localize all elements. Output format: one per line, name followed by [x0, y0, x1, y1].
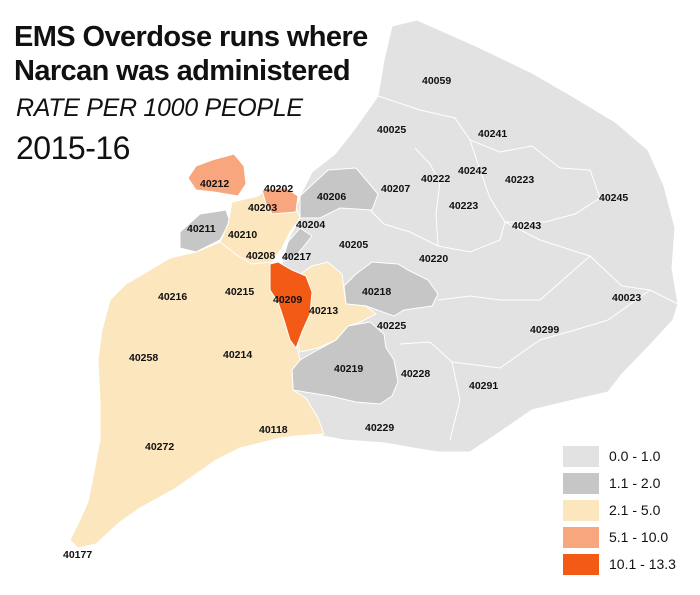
boundary-line	[377, 95, 533, 153]
zip-label-40218: 40218	[362, 286, 391, 298]
zip-label-40212: 40212	[200, 178, 229, 190]
zip-label-40225: 40225	[377, 320, 406, 332]
boundary-line	[414, 147, 441, 247]
zip-label-40228: 40228	[401, 368, 430, 380]
zip-label-40177: 40177	[63, 549, 92, 561]
boundary-line	[437, 255, 591, 301]
zip-label-40204: 40204	[296, 219, 325, 231]
zip-label-40272: 40272	[145, 441, 174, 453]
legend-label: 2.1 - 5.0	[609, 502, 661, 518]
boundary-line	[505, 145, 601, 223]
zip-label-40220: 40220	[419, 253, 448, 265]
zip-40202-area	[261, 187, 299, 215]
legend-label: 5.1 - 10.0	[609, 529, 669, 545]
zip-label-40223-east: 40223	[505, 174, 534, 186]
map-subtitle: RATE PER 1000 PEOPLE	[16, 94, 303, 122]
zip-40204-area	[281, 227, 313, 263]
zip-40212-area	[187, 153, 247, 197]
zip-40209-area	[269, 261, 313, 350]
zip-label-40258: 40258	[129, 352, 158, 364]
zip-label-40210: 40210	[228, 229, 257, 241]
boundary-line	[451, 289, 651, 369]
boundary-line	[437, 221, 506, 253]
legend-label: 1.1 - 2.0	[609, 475, 661, 491]
zip-label-40216: 40216	[158, 291, 187, 303]
zip-label-40211: 40211	[187, 223, 216, 235]
zip-label-40299: 40299	[530, 324, 559, 336]
zip-40206-area	[299, 167, 379, 219]
legend-label: 10.1 - 13.3	[609, 556, 676, 572]
boundary-line	[469, 139, 679, 305]
zip-label-40213: 40213	[309, 305, 338, 317]
zip-label-40118: 40118	[259, 424, 288, 436]
map-title: EMS Overdose runs where Narcan was admin…	[14, 20, 368, 88]
zip-label-40207: 40207	[381, 183, 410, 195]
boundary-line	[359, 199, 439, 247]
zip-label-40241: 40241	[478, 128, 507, 140]
zip-label-40214: 40214	[223, 349, 252, 361]
map-year: 2015-16	[16, 130, 130, 166]
zip-label-40208: 40208	[246, 250, 275, 262]
zip-label-40206: 40206	[317, 191, 346, 203]
zip-label-40217: 40217	[282, 251, 311, 263]
zip-label-40223-west: 40223	[449, 200, 478, 212]
zip-label-40203: 40203	[248, 202, 277, 214]
legend-label: 0.0 - 1.0	[609, 448, 661, 464]
title-line-1: EMS Overdose runs where	[14, 21, 368, 53]
zip-label-40209: 40209	[273, 294, 302, 306]
zip-label-40202: 40202	[264, 183, 293, 195]
legend-swatch	[563, 446, 599, 467]
zip-label-40059: 40059	[422, 75, 451, 87]
legend-swatch	[563, 554, 599, 575]
title-line-2: Narcan was administered	[14, 55, 351, 87]
zip-label-40205: 40205	[339, 239, 368, 251]
legend-swatch	[563, 500, 599, 521]
zip-labels: 40059 40025 40241 40212 40202 40206 4020…	[63, 75, 641, 561]
zip-label-40023: 40023	[612, 292, 641, 304]
zip-label-40243: 40243	[512, 220, 541, 232]
zip-label-40229: 40229	[365, 422, 394, 434]
zip-label-40215: 40215	[225, 286, 254, 298]
zip-label-40025: 40025	[377, 124, 406, 136]
zip-label-40242: 40242	[458, 165, 487, 177]
zip-label-40291: 40291	[469, 380, 498, 392]
zip-boundaries	[359, 95, 679, 441]
legend-swatch	[563, 473, 599, 494]
zip-label-40222: 40222	[421, 173, 450, 185]
zip-label-40245: 40245	[599, 192, 628, 204]
zip-label-40219: 40219	[334, 363, 363, 375]
legend-swatch	[563, 527, 599, 548]
